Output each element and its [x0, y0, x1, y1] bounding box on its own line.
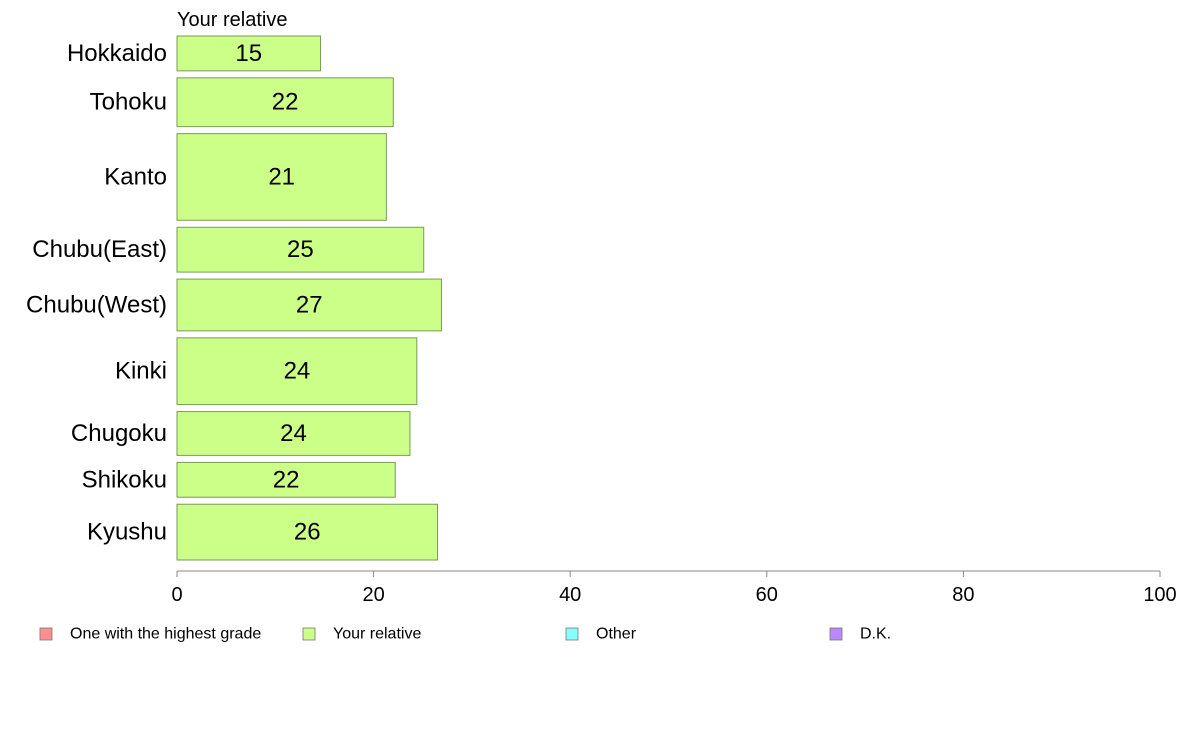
legend-label: D.K.	[860, 626, 891, 643]
value-label: 26	[294, 519, 321, 546]
legend-swatch	[565, 627, 579, 641]
category-label: Kanto	[104, 163, 167, 190]
category-label: Chugoku	[71, 420, 167, 447]
series-title: Your relative	[177, 9, 287, 31]
category-label: Tohoku	[90, 89, 167, 116]
value-label: 22	[272, 89, 299, 116]
legend-item: Your relative	[302, 626, 421, 643]
bar	[176, 461, 396, 498]
legend: One with the highest grade Your relative O…	[39, 626, 891, 643]
value-label: 25	[287, 236, 314, 263]
category-label: Kinki	[115, 358, 167, 385]
bar	[176, 226, 425, 273]
value-label: 21	[268, 163, 295, 190]
bar-row: Kyushu 26	[87, 503, 438, 561]
bar-row: Chubu(West) 27	[26, 278, 442, 332]
bar	[176, 337, 418, 406]
bar-row: Chubu(East) 25	[32, 226, 425, 273]
x-tick-label: 40	[559, 584, 581, 606]
value-label: 27	[296, 291, 323, 318]
bar-row: Kinki 24	[115, 337, 418, 406]
x-axis: 0 20 40 60 80 100	[171, 570, 1177, 606]
value-label: 22	[273, 466, 300, 493]
x-tick-label: 60	[756, 584, 778, 606]
bar-row: Kanto 21	[104, 133, 387, 221]
bar	[176, 278, 442, 332]
x-tick-label: 80	[952, 584, 974, 606]
x-tick-label: 20	[362, 584, 384, 606]
legend-label: Your relative	[333, 626, 421, 643]
legend-label: Other	[596, 626, 637, 643]
category-label: Kyushu	[87, 519, 167, 546]
legend-swatch	[829, 627, 843, 641]
bar-row: Hokkaido 15	[67, 35, 322, 72]
category-label: Hokkaido	[67, 40, 167, 67]
legend-swatch	[39, 627, 53, 641]
bar	[176, 133, 387, 221]
bar-row: Tohoku 22	[90, 77, 394, 128]
legend-item: One with the highest grade	[39, 626, 261, 643]
x-tick-label: 0	[171, 584, 182, 606]
bar-row: Chugoku 24	[71, 411, 411, 456]
category-label: Chubu(East)	[32, 236, 167, 263]
bar	[176, 411, 411, 456]
category-label: Chubu(West)	[26, 291, 167, 318]
legend-swatch	[302, 627, 316, 641]
category-label: Shikoku	[82, 466, 167, 493]
value-label: 24	[284, 358, 311, 385]
value-label: 24	[280, 420, 307, 447]
legend-item: Other	[565, 626, 637, 643]
legend-label: One with the highest grade	[70, 626, 261, 643]
bar-row: Shikoku 22	[82, 461, 396, 498]
bar	[176, 503, 438, 561]
value-label: 15	[235, 40, 262, 67]
x-tick-label: 100	[1143, 584, 1176, 606]
bar	[176, 77, 394, 128]
bar	[176, 35, 322, 72]
legend-item: D.K.	[829, 626, 891, 643]
